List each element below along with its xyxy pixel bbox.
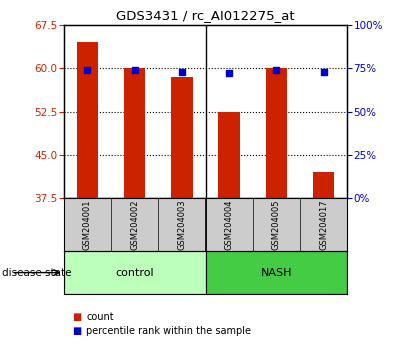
Bar — [77, 42, 98, 198]
Text: NASH: NASH — [261, 268, 292, 278]
Text: GSM204002: GSM204002 — [130, 200, 139, 250]
Text: GSM204005: GSM204005 — [272, 200, 281, 250]
Text: GSM204004: GSM204004 — [225, 200, 233, 250]
Text: GSM204001: GSM204001 — [83, 200, 92, 250]
Bar — [206, 251, 347, 294]
Bar — [313, 172, 334, 198]
Text: GSM204017: GSM204017 — [319, 199, 328, 250]
Text: disease state: disease state — [2, 268, 72, 278]
Text: control: control — [115, 268, 154, 278]
Point — [84, 67, 90, 73]
Point — [132, 67, 138, 73]
Point — [321, 69, 327, 74]
Text: percentile rank within the sample: percentile rank within the sample — [86, 326, 251, 336]
Text: ■: ■ — [72, 326, 81, 336]
Bar — [266, 68, 287, 198]
Point — [226, 70, 233, 76]
Bar — [219, 112, 240, 198]
Text: ■: ■ — [72, 312, 81, 322]
Bar — [171, 77, 192, 198]
Bar — [124, 68, 145, 198]
Text: count: count — [86, 312, 114, 322]
Point — [273, 67, 279, 73]
Bar — [64, 251, 206, 294]
Text: GSM204003: GSM204003 — [178, 199, 186, 250]
Title: GDS3431 / rc_AI012275_at: GDS3431 / rc_AI012275_at — [116, 9, 295, 22]
Point — [178, 69, 185, 74]
